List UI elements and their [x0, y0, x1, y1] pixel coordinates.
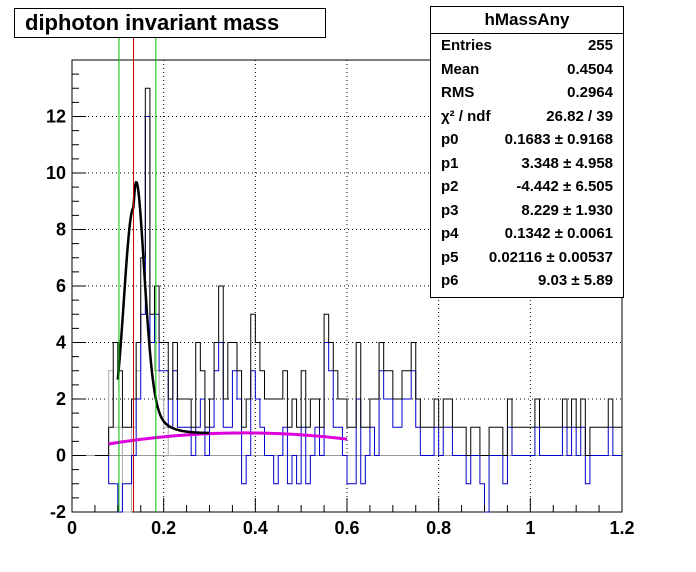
y-tick-label: 4: [56, 333, 66, 353]
stats-box: hMassAny Entries 255 Mean 0.4504 RMS 0.2964 χ²…: [430, 6, 624, 298]
stats-row: χ² / ndf 26.82 / 39: [431, 105, 623, 129]
y-tick-labels: -2 0 2 4 6 8 10 12: [46, 107, 66, 523]
y-tick-label: 8: [56, 220, 66, 240]
stats-value: 0.2964: [567, 84, 613, 101]
stats-key: χ² / ndf: [441, 107, 491, 125]
axes: [71, 59, 623, 513]
x-tick-labels: 0 0.2 0.4 0.6 0.8 1 1.2: [67, 518, 635, 538]
x-tick-label: 0.6: [334, 518, 359, 538]
stats-key: p6: [441, 272, 459, 289]
stats-row: p3 8.229 ± 1.930: [431, 199, 623, 223]
stats-value: 3.348 ± 4.958: [521, 154, 613, 172]
series-layer: [94, 87, 623, 513]
stats-value: 0.02116 ± 0.00537: [488, 248, 613, 266]
chart-title: diphoton invariant mass: [14, 8, 326, 38]
stats-key: p3: [441, 201, 459, 219]
stats-row: p5 0.02116 ± 0.00537: [431, 246, 623, 270]
y-tick-label: 10: [46, 163, 66, 183]
stats-row: p2 -4.442 ± 6.505: [431, 175, 623, 199]
stats-key: Entries: [441, 37, 492, 54]
stats-value: -4.442 ± 6.505: [516, 178, 613, 195]
stats-value: 0.1683 ± 0.9168: [504, 131, 613, 148]
stats-key: RMS: [441, 84, 475, 101]
stats-row: Entries 255: [431, 34, 623, 58]
stats-row: p0 0.1683 ± 0.9168: [431, 128, 623, 152]
background-fit-curve: [108, 431, 348, 446]
histogram-series-1: [94, 116, 622, 513]
y-tick-label: 6: [56, 276, 66, 296]
x-tick-label: 1: [525, 518, 535, 538]
stats-title: hMassAny: [431, 7, 623, 34]
x-tick-label: 0: [67, 518, 77, 538]
vertical-lines: [118, 30, 157, 512]
x-tick-label: 0.4: [243, 518, 268, 538]
stats-key: p0: [441, 131, 459, 148]
y-tick-label: 0: [56, 446, 66, 466]
stats-key: p2: [441, 178, 459, 195]
stats-value: 9.03 ± 5.89: [538, 272, 613, 289]
x-tick-label: 1.2: [609, 518, 634, 538]
x-tick-label: 0.8: [426, 518, 451, 538]
stats-value: 255: [587, 37, 613, 54]
x-tick-label: 0.2: [151, 518, 176, 538]
stats-key: p4: [441, 225, 459, 242]
stats-key: Mean: [441, 60, 480, 78]
stats-row: p1 3.348 ± 4.958: [431, 152, 623, 176]
stats-value: 0.4504: [567, 60, 613, 78]
histogram-series-0: [94, 87, 623, 456]
stats-value: 0.1342 ± 0.0061: [504, 225, 613, 242]
stats-row: p6 9.03 ± 5.89: [431, 269, 623, 293]
y-tick-label: 2: [56, 389, 66, 409]
y-tick-label: -2: [50, 502, 66, 522]
stats-value: 8.229 ± 1.930: [521, 201, 613, 219]
stats-key: p5: [441, 248, 459, 266]
stats-row: Mean 0.4504: [431, 58, 623, 82]
y-tick-label: 12: [46, 107, 66, 127]
stats-rows: Entries 255 Mean 0.4504 RMS 0.2964 χ² / ndf 26.…: [431, 34, 623, 293]
stats-row: p4 0.1342 ± 0.0061: [431, 222, 623, 246]
stats-row: RMS 0.2964: [431, 81, 623, 105]
stats-value: 26.82 / 39: [546, 107, 613, 125]
stats-key: p1: [441, 154, 459, 172]
